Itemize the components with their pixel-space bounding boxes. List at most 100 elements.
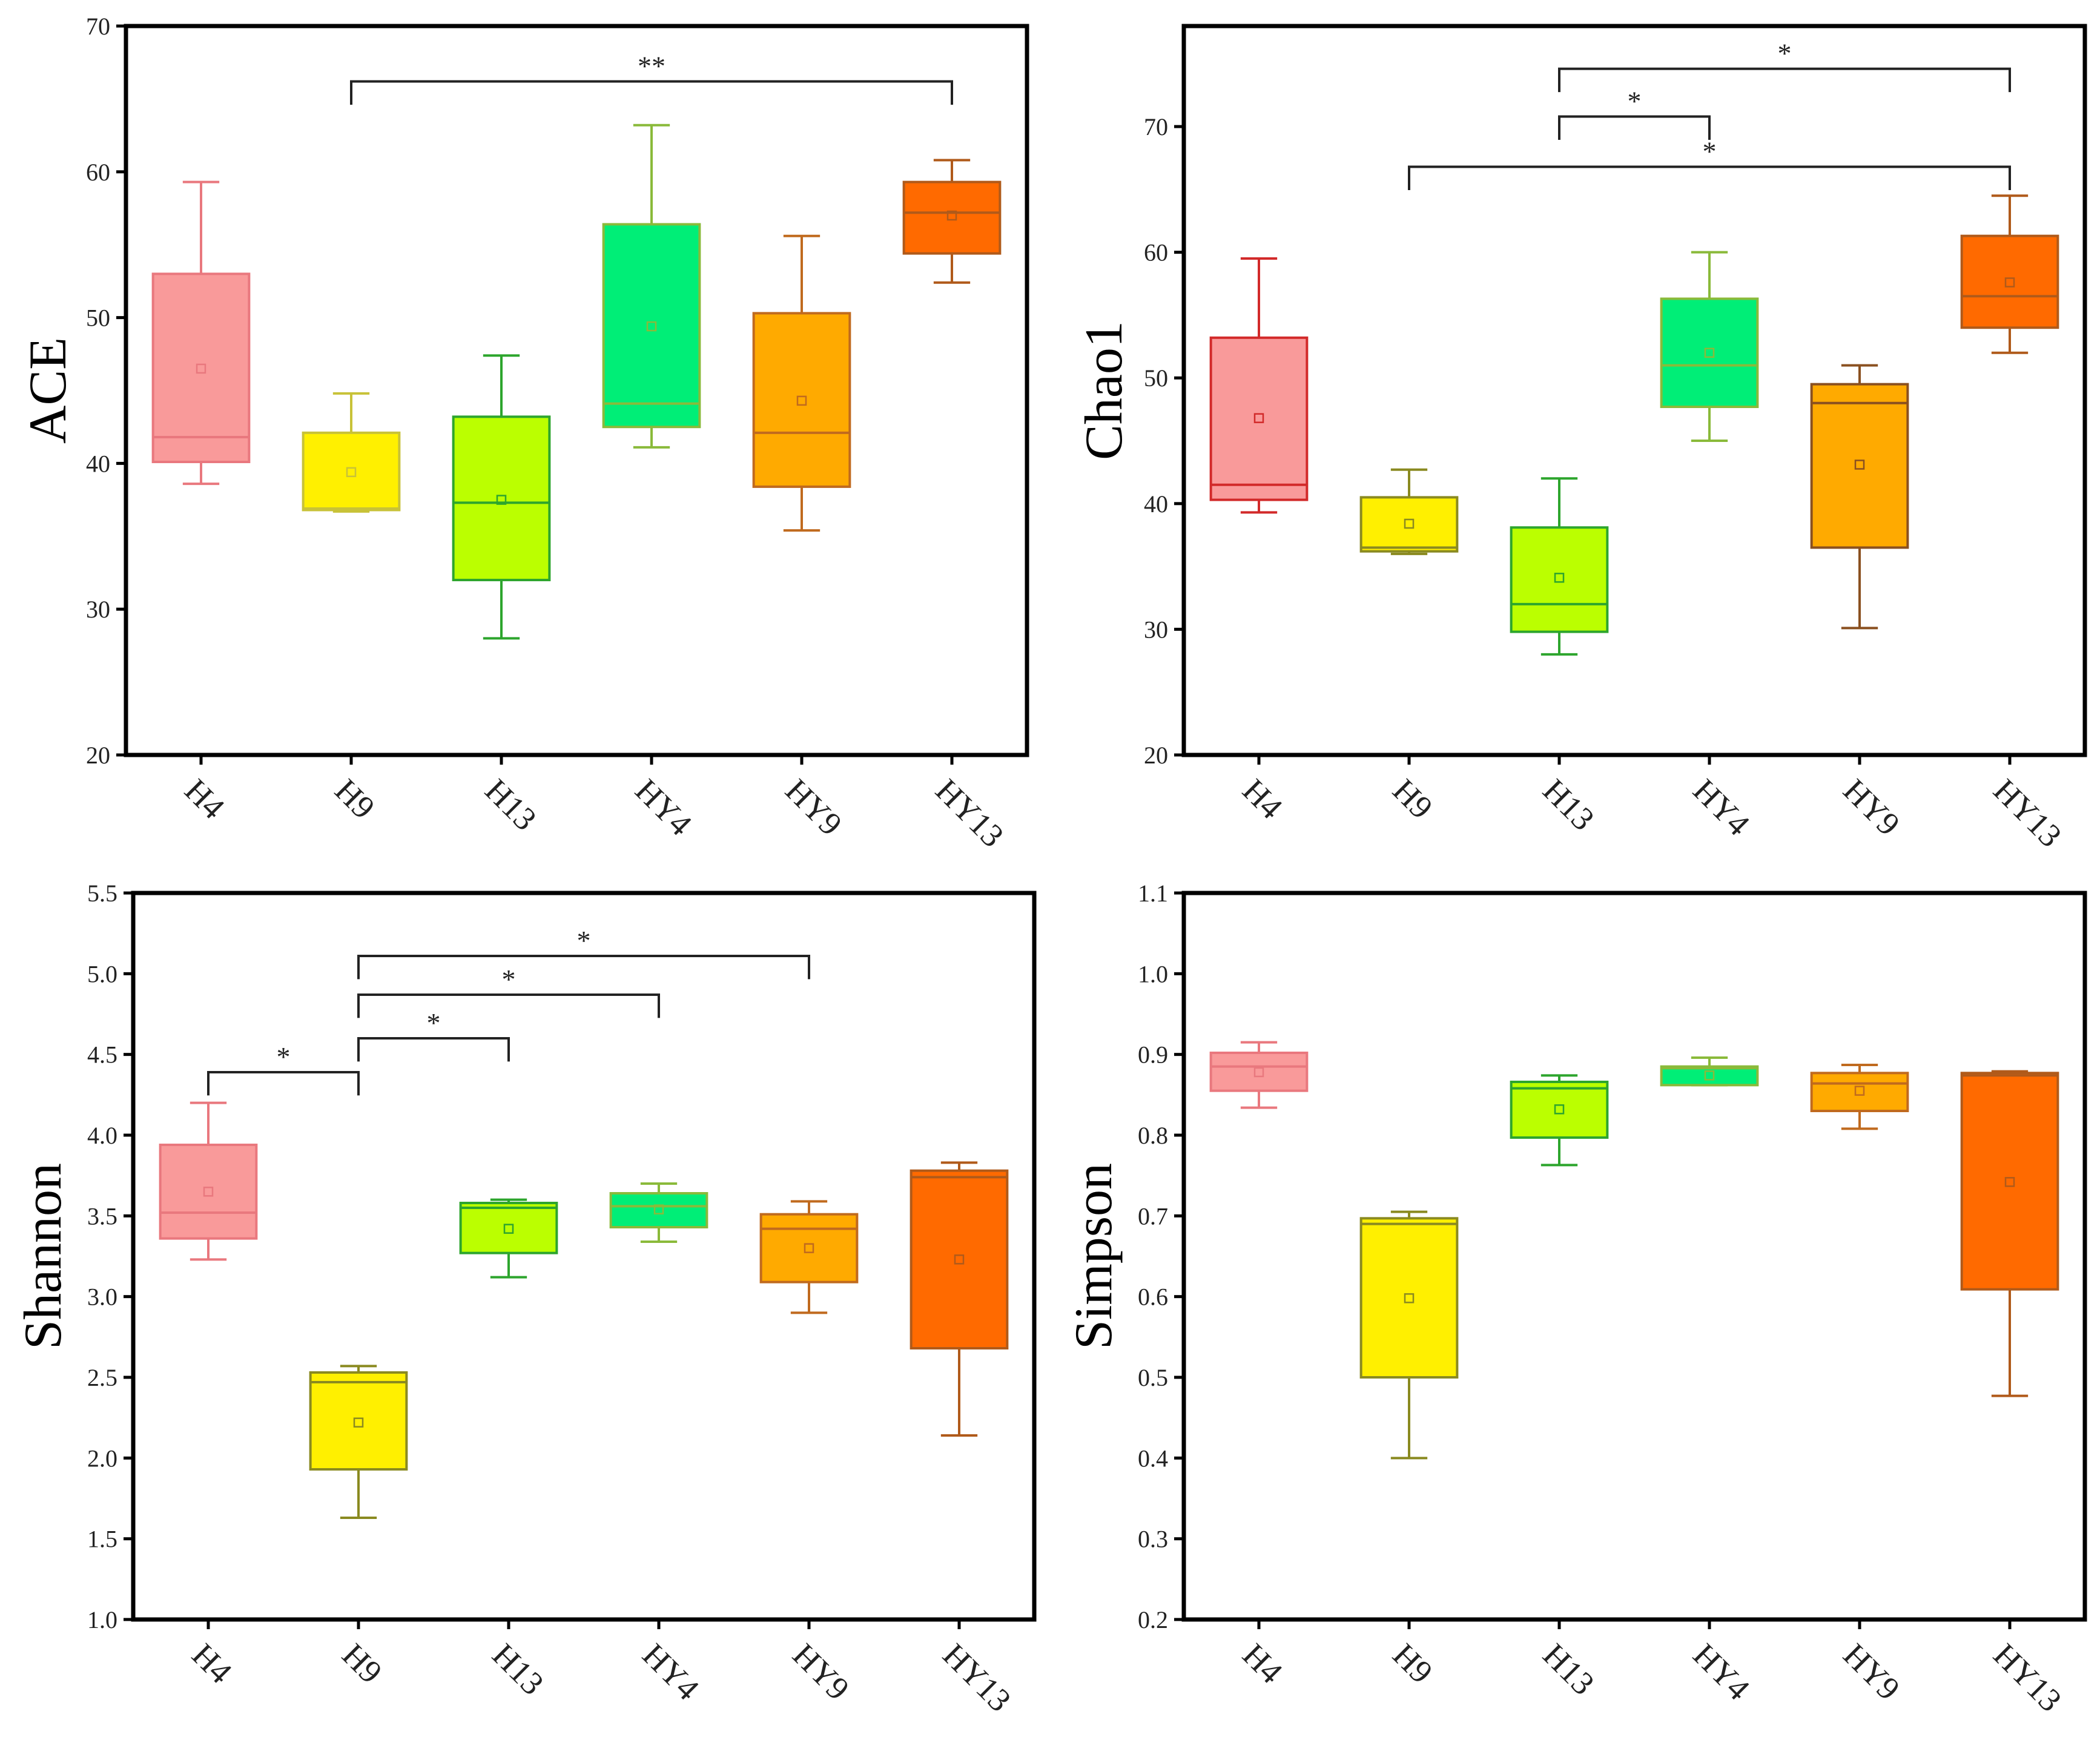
shannon-y-tick-label: 3.0 xyxy=(87,1283,117,1311)
mean-marker xyxy=(646,321,657,332)
simpson-y-tick-label: 0.2 xyxy=(1138,1606,1168,1633)
chao1-box-hy4 xyxy=(1660,251,1759,443)
shannon-y-tick-label: 2.5 xyxy=(87,1364,117,1391)
box-body xyxy=(609,1192,708,1228)
box-body xyxy=(1209,336,1309,501)
ace-plot-frame xyxy=(124,24,1029,757)
bracket-line xyxy=(350,80,953,105)
shannon-box-h13 xyxy=(459,1198,558,1279)
significance-label: * xyxy=(577,925,591,956)
box-body xyxy=(902,180,1002,255)
simpson-y-tick-label: 0.5 xyxy=(1138,1364,1168,1391)
chao1-plot-frame xyxy=(1181,24,2087,757)
mean-marker xyxy=(353,1417,364,1428)
shannon-y-axis-title: Shannon xyxy=(14,1163,73,1349)
box-body xyxy=(1359,496,1459,553)
simpson-y-tick-label: 0.9 xyxy=(1138,1041,1168,1069)
box-body xyxy=(1209,1052,1309,1092)
mean-marker xyxy=(1704,1070,1715,1081)
shannon-y-tick-label: 2.0 xyxy=(87,1445,117,1472)
bracket-line xyxy=(207,1071,360,1096)
mean-marker xyxy=(496,495,507,505)
ace-box-h4 xyxy=(151,180,251,486)
significance-label: * xyxy=(1703,136,1717,166)
bracket-line xyxy=(357,993,660,1018)
simpson-box-hy4 xyxy=(1660,1056,1759,1087)
shannon-y-tick-label: 1.5 xyxy=(87,1526,117,1553)
chao1-y-tick-label: 50 xyxy=(1144,364,1168,392)
box-body xyxy=(1510,526,1609,633)
mean-marker xyxy=(653,1204,664,1214)
chao1-significance-bracket: * xyxy=(1558,38,2011,93)
mean-marker xyxy=(1253,413,1264,423)
simpson-y-tick-label: 1.0 xyxy=(1138,960,1168,987)
simpson-box-hy13 xyxy=(1960,1070,2059,1397)
ace-box-hy4 xyxy=(602,124,701,449)
significance-label: * xyxy=(502,964,516,995)
ace-box-hy13 xyxy=(902,159,1002,284)
ace-y-tick-label: 20 xyxy=(86,742,110,769)
chao1-y-axis-title: Chao1 xyxy=(1075,321,1134,460)
simpson-y-tick-label: 0.4 xyxy=(1138,1445,1168,1472)
bracket-line xyxy=(357,955,810,980)
shannon-box-hy4 xyxy=(609,1182,708,1243)
box-body xyxy=(602,223,701,429)
simpson-chart-panel: Simpson 0.20.30.40.50.60.70.80.91.01.1H4… xyxy=(1065,880,2087,1719)
ace-y-tick-label: 30 xyxy=(86,596,110,623)
shannon-y-tick-label: 5.5 xyxy=(87,880,117,907)
mean-marker xyxy=(796,395,807,406)
ace-y-tick-label: 50 xyxy=(86,305,110,332)
chao1-significance-bracket: * xyxy=(1408,136,2011,191)
shannon-plot-frame xyxy=(131,891,1037,1622)
box-body xyxy=(752,312,851,488)
box-body xyxy=(1660,1065,1759,1087)
simpson-y-tick-label: 0.6 xyxy=(1138,1283,1168,1311)
simpson-y-tick-label: 1.1 xyxy=(1138,880,1168,907)
chao1-box-hy13 xyxy=(1960,194,2059,354)
box-body xyxy=(1810,383,1909,549)
shannon-y-tick-label: 4.0 xyxy=(87,1122,117,1149)
mean-marker xyxy=(1854,1086,1865,1096)
significance-label: * xyxy=(1628,85,1642,116)
significance-label: ** xyxy=(638,51,665,82)
box-body xyxy=(1660,297,1759,408)
mean-marker xyxy=(1253,1067,1264,1078)
simpson-y-tick-label: 0.7 xyxy=(1138,1202,1168,1230)
chao1-box-h13 xyxy=(1510,477,1609,656)
chao1-y-tick-label: 70 xyxy=(1144,113,1168,140)
ace-box-h13 xyxy=(452,354,551,640)
chao1-y-tick-label: 30 xyxy=(1144,616,1168,643)
shannon-box-h4 xyxy=(159,1101,258,1261)
bracket-line xyxy=(1558,115,1711,140)
ace-y-axis-title: ACE xyxy=(19,337,78,444)
bracket-line xyxy=(1408,165,2011,191)
box-body xyxy=(910,1169,1009,1349)
simpson-box-h9 xyxy=(1359,1210,1459,1460)
mean-marker xyxy=(1404,518,1415,529)
box-body xyxy=(302,431,401,512)
simpson-y-tick-label: 0.8 xyxy=(1138,1122,1168,1149)
ace-box-hy9 xyxy=(752,234,851,532)
significance-label: * xyxy=(427,1007,441,1038)
shannon-significance-bracket: * xyxy=(357,1007,510,1062)
chao1-significance-bracket: * xyxy=(1558,85,1711,140)
box-body xyxy=(1810,1072,1909,1113)
mean-marker xyxy=(503,1224,514,1234)
ace-y-tick-label: 60 xyxy=(86,159,110,186)
simpson-plot-frame xyxy=(1181,891,2087,1622)
simpson-box-h13 xyxy=(1510,1074,1609,1167)
box-body xyxy=(159,1144,258,1240)
mean-marker xyxy=(1554,1104,1565,1115)
chao1-box-h9 xyxy=(1359,468,1459,555)
simpson-y-axis-title: Simpson xyxy=(1065,1163,1123,1349)
shannon-y-tick-label: 3.5 xyxy=(87,1202,117,1230)
shannon-y-tick-label: 1.0 xyxy=(87,1606,117,1633)
shannon-box-hy13 xyxy=(910,1161,1009,1437)
box-body xyxy=(1960,1072,2059,1291)
simpson-box-hy9 xyxy=(1810,1064,1909,1130)
mean-marker xyxy=(946,210,957,221)
mean-marker xyxy=(1704,348,1715,358)
mean-marker xyxy=(1854,460,1865,470)
chao1-y-tick-label: 60 xyxy=(1144,239,1168,266)
mean-marker xyxy=(954,1254,965,1265)
